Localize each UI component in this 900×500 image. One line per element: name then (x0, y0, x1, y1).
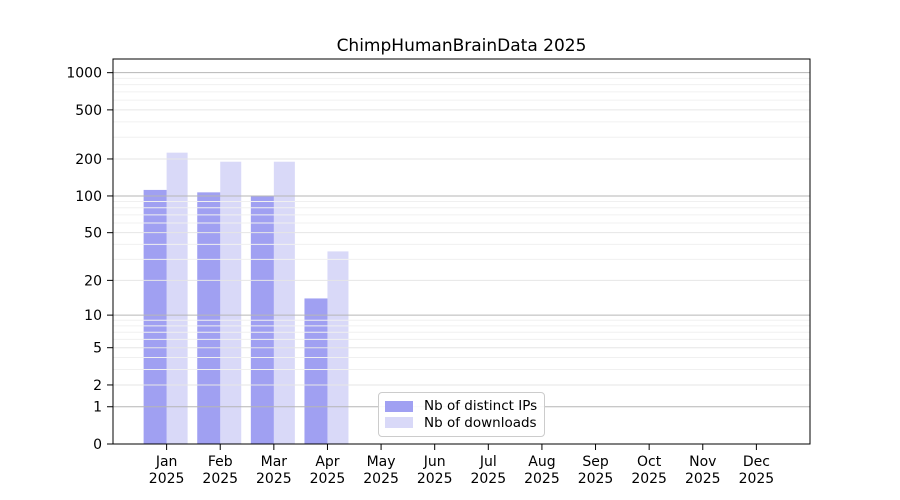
x-tick-label-month: Jan (155, 454, 178, 470)
x-tick-label-month: Feb (208, 454, 233, 470)
bar-downloads-mar (273, 161, 295, 444)
x-tick-label-month: Dec (743, 454, 770, 470)
legend-item-downloads: Nb of downloads (385, 414, 537, 431)
x-tick-label-year: 2025 (149, 471, 185, 487)
bar-downloads-jan (166, 152, 188, 444)
x-tick-label-month: May (367, 454, 396, 470)
bar-downloads-feb (220, 161, 242, 444)
x-tick-label-month: Jul (479, 454, 497, 470)
y-tick-label: 1000 (66, 66, 102, 82)
legend-label-downloads: Nb of downloads (424, 414, 537, 431)
chart-title: ChimpHumanBrainData 2025 (336, 36, 587, 56)
x-tick-label-year: 2025 (363, 471, 399, 487)
y-tick-label: 100 (75, 189, 102, 205)
bar-distinct-ips-jan (143, 189, 167, 444)
y-tick-label: 500 (75, 103, 102, 119)
y-tick-label: 10 (84, 308, 102, 324)
legend-item-distinct-ips: Nb of distinct IPs (385, 398, 538, 415)
bar-distinct-ips-apr (304, 298, 328, 444)
x-tick-label-month: Aug (528, 454, 555, 470)
x-tick-label-year: 2025 (256, 471, 292, 487)
x-tick-label-year: 2025 (631, 471, 667, 487)
x-tick-label-year: 2025 (739, 471, 775, 487)
y-tick-label: 1 (93, 400, 102, 416)
x-tick-label-year: 2025 (524, 471, 560, 487)
y-tick-label: 0 (93, 437, 102, 453)
legend-swatch-downloads (385, 417, 413, 429)
y-tick-label: 5 (93, 341, 102, 357)
x-tick-label-month: Mar (261, 454, 288, 470)
x-tick-label-month: Apr (315, 454, 339, 470)
x-tick-label-year: 2025 (470, 471, 506, 487)
x-tick-label-year: 2025 (685, 471, 721, 487)
x-tick-label-month: Nov (689, 454, 716, 470)
x-tick-label-year: 2025 (202, 471, 238, 487)
x-tick-label-year: 2025 (417, 471, 453, 487)
axis-frame (112, 58, 811, 445)
y-tick-label: 20 (84, 273, 102, 289)
legend-label-distinct-ips: Nb of distinct IPs (424, 398, 538, 415)
x-tick-label-month: Jun (423, 454, 446, 470)
bar-distinct-ips-feb (197, 192, 221, 444)
x-tick-label-year: 2025 (578, 471, 614, 487)
x-tick-label-month: Oct (637, 454, 662, 470)
y-tick-label: 2 (93, 378, 102, 394)
x-tick-label-month: Sep (582, 454, 609, 470)
legend-swatch-distinct-ips (385, 400, 413, 412)
y-tick-label: 50 (84, 226, 102, 242)
chart-legend: Nb of distinct IPs Nb of downloads (378, 392, 545, 437)
y-tick-label: 200 (75, 152, 102, 168)
x-tick-label-year: 2025 (310, 471, 346, 487)
